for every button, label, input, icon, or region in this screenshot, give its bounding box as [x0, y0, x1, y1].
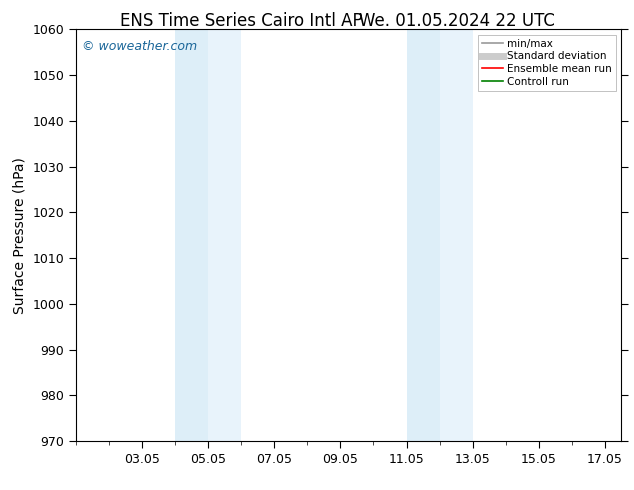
Text: ENS Time Series Cairo Intl AP: ENS Time Series Cairo Intl AP — [120, 12, 362, 30]
Y-axis label: Surface Pressure (hPa): Surface Pressure (hPa) — [13, 157, 27, 314]
Bar — [208, 29, 242, 441]
Text: © woweather.com: © woweather.com — [82, 40, 197, 53]
Text: We. 01.05.2024 22 UTC: We. 01.05.2024 22 UTC — [359, 12, 554, 30]
Bar — [439, 29, 472, 441]
Bar — [406, 29, 439, 441]
Legend: min/max, Standard deviation, Ensemble mean run, Controll run: min/max, Standard deviation, Ensemble me… — [478, 35, 616, 91]
Bar — [175, 29, 208, 441]
